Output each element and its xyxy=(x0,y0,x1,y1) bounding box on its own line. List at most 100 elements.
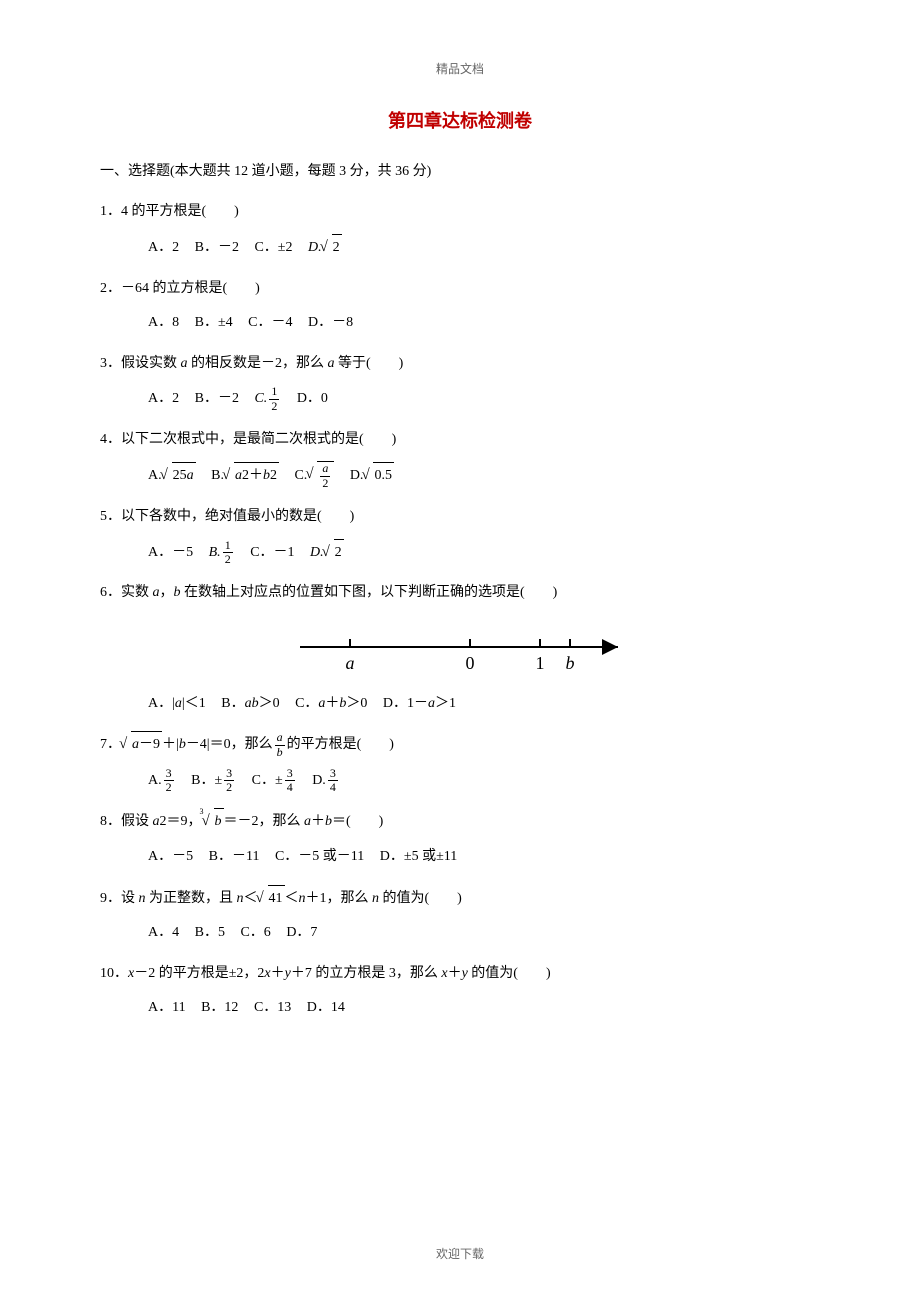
q1-opt-b: B．－2 xyxy=(195,240,239,255)
q6-pre: 6．实数 xyxy=(100,585,153,600)
var-a: a xyxy=(153,585,160,600)
q3-opt-a: A．2 xyxy=(148,391,179,406)
text: 8．假设 xyxy=(100,814,153,829)
q9-stem: 9．设 n 为正整数，且 n＜41＜n＋1，那么 n 的值为( ) xyxy=(100,885,820,913)
var-a: a xyxy=(153,814,160,829)
fraction: 34 xyxy=(328,767,338,794)
var-a: a xyxy=(318,696,325,711)
q1-opt-c: C．±2 xyxy=(254,240,292,255)
q2-options: A．8 B．±4 C．－4 D．－8 xyxy=(100,310,820,337)
q9-opt-d: D．7 xyxy=(286,925,317,940)
text: 10． xyxy=(100,966,128,981)
q10-opt-d: D．14 xyxy=(307,1000,345,1015)
sqrt-icon: a－9 xyxy=(121,731,162,759)
q3-stem: 3．假设实数 a 的相反数是－2，那么 a 等于( ) xyxy=(100,351,820,378)
text: 9．设 xyxy=(100,891,139,906)
text: ＜ xyxy=(285,891,299,906)
var-ab: ab xyxy=(245,696,259,711)
text: 2＝9， xyxy=(160,814,202,829)
q9-options: A．4 B．5 C．6 D．7 xyxy=(100,920,820,947)
text: ＝－2，那么 xyxy=(224,814,305,829)
text: A．| xyxy=(148,696,175,711)
q7-opt-a-label: A. xyxy=(148,773,162,788)
q3-post: 等于( ) xyxy=(335,356,404,371)
var-b: b xyxy=(179,737,186,752)
q7-opt-a: A.32 xyxy=(148,773,176,788)
q9-opt-b: B．5 xyxy=(195,925,225,940)
q7-opt-c: C．±34 xyxy=(252,773,297,788)
sqrt-icon: 25a xyxy=(162,462,196,490)
q5-opt-d: D.2 xyxy=(310,545,344,560)
q10-opt-b: B．12 xyxy=(201,1000,238,1015)
text: ＝( ) xyxy=(332,814,383,829)
var-n: n xyxy=(237,891,244,906)
fraction: a2 xyxy=(320,462,330,489)
q7-opt-d-label: D. xyxy=(312,773,326,788)
text: ＞1 xyxy=(435,696,456,711)
q6-opt-c: C．a＋b＞0 xyxy=(295,696,367,711)
q7-options: A.32 B．±32 C．±34 D.34 xyxy=(100,767,820,795)
q4-opt-b: B.a2＋b2 xyxy=(211,468,279,483)
text: 为正整数，且 xyxy=(146,891,237,906)
q1-opt-d: D.2 xyxy=(308,240,342,255)
q5-opt-c: C．－1 xyxy=(250,545,294,560)
q5-opt-b: B.12 xyxy=(209,545,235,560)
text: ＋ xyxy=(448,966,462,981)
svg-text:1: 1 xyxy=(536,653,545,673)
q4-opt-c: C.a2 xyxy=(294,468,334,483)
q7-opt-c-label: C．± xyxy=(252,773,283,788)
fraction: 34 xyxy=(285,767,295,794)
svg-text:b: b xyxy=(566,653,575,673)
q4-opt-d: D.0.5 xyxy=(350,468,394,483)
page: 精品文档 第四章达标检测卷 一、选择题(本大题共 12 道小题，每题 3 分，共… xyxy=(0,0,920,1302)
q2-opt-b: B．±4 xyxy=(195,315,233,330)
var-a: a xyxy=(304,814,311,829)
q8-opt-b: B．－11 xyxy=(209,849,260,864)
var-n: n xyxy=(139,891,146,906)
var-b: b xyxy=(325,814,332,829)
cuberoot-icon: 3b xyxy=(202,808,224,836)
sqrt-icon: 0.5 xyxy=(363,462,394,490)
q3-opt-c: C.12 xyxy=(254,391,281,406)
text: B． xyxy=(221,696,244,711)
text: ＋1，那么 xyxy=(306,891,373,906)
q4-options: A.25a B.a2＋b2 C.a2 D.0.5 xyxy=(100,461,820,490)
q3-mid: 的相反数是－2，那么 xyxy=(188,356,328,371)
q8-opt-a: A．－5 xyxy=(148,849,193,864)
text: 的值为( ) xyxy=(379,891,462,906)
fraction: 12 xyxy=(269,385,279,412)
var-n: n xyxy=(372,891,379,906)
text: 的值为( ) xyxy=(468,966,551,981)
q8-stem: 8．假设 a2＝9，3b＝－2，那么 a＋b＝( ) xyxy=(100,808,820,836)
q2-opt-d: D．－8 xyxy=(308,315,353,330)
q7-opt-b: B．±32 xyxy=(191,773,236,788)
text: |＜1 xyxy=(182,696,206,711)
footer-watermark: 欢迎下载 xyxy=(0,1245,920,1262)
var-a: a xyxy=(181,356,188,371)
q1-opt-a: A．2 xyxy=(148,240,179,255)
q6-mid: ， xyxy=(160,585,174,600)
text: D．1－ xyxy=(383,696,428,711)
q10-opt-a: A．11 xyxy=(148,1000,186,1015)
text: －2 的平方根是±2，2 xyxy=(134,966,264,981)
header-watermark: 精品文档 xyxy=(100,60,820,77)
q8-opt-c: C．－5 或－11 xyxy=(275,849,364,864)
text: 的平方根是( ) xyxy=(287,737,394,752)
q7-opt-b-label: B．± xyxy=(191,773,222,788)
sqrt-icon: 41 xyxy=(258,885,285,913)
q4-stem: 4．以下二次根式中，是最简二次根式的是( ) xyxy=(100,427,820,454)
q10-opt-c: C．13 xyxy=(254,1000,291,1015)
q3-opt-c-label: C. xyxy=(254,391,267,406)
var-a: a xyxy=(428,696,435,711)
q1-stem: 1．4 的平方根是( ) xyxy=(100,199,820,226)
sqrt-icon: 2 xyxy=(322,234,342,262)
q9-opt-c: C．6 xyxy=(240,925,270,940)
q5-opt-b-label: B. xyxy=(209,545,221,560)
fraction: 32 xyxy=(224,767,234,794)
q9-opt-a: A．4 xyxy=(148,925,179,940)
svg-text:a: a xyxy=(346,653,355,673)
fraction: ab xyxy=(275,731,285,758)
number-line-diagram: a01b xyxy=(280,617,640,677)
q7-opt-d: D.34 xyxy=(312,773,340,788)
text: ＋| xyxy=(162,737,179,752)
